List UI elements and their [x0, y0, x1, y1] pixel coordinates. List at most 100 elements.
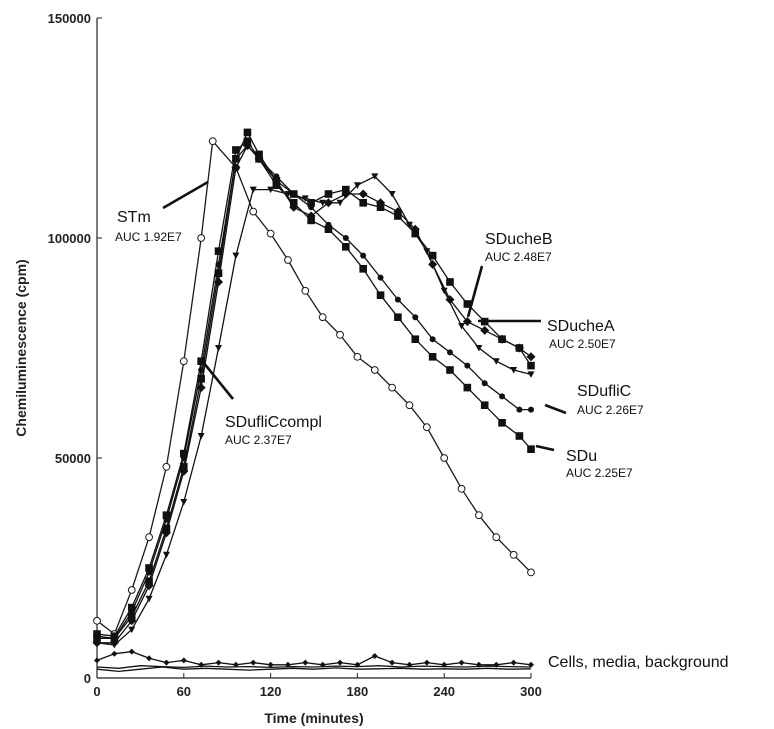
y-tick-label: 150000: [48, 11, 91, 26]
leader-line: [544, 403, 567, 415]
x-tick-label: 60: [177, 684, 191, 699]
data-point: [475, 345, 483, 352]
data-point: [353, 352, 362, 361]
data-point: [388, 191, 396, 198]
x-tick-label: 180: [347, 684, 369, 699]
data-point: [475, 511, 483, 520]
data-point: [179, 357, 188, 366]
data-point: [428, 353, 437, 361]
data-point: [180, 449, 188, 458]
data-point: [341, 189, 351, 199]
data-point: [376, 291, 385, 299]
series-line: [96, 175, 532, 646]
data-point: [214, 247, 223, 255]
data-point: [464, 362, 471, 369]
y-tick-label: 50000: [55, 451, 91, 466]
y-ticks: 0 50000 100000 150000: [48, 11, 102, 686]
annotation-sduchea: SDucheA AUC 2.50E7: [478, 318, 616, 351]
y-tick-label: 0: [84, 671, 91, 686]
data-point: [163, 659, 170, 666]
auc-label: AUC 2.25E7: [566, 466, 633, 480]
series-label: Cells, media, background: [548, 654, 729, 671]
leader-line: [466, 265, 484, 318]
data-point: [267, 186, 275, 194]
data-point: [110, 642, 118, 649]
x-axis-title: Time (minutes): [264, 710, 363, 726]
data-point: [127, 603, 136, 612]
data-point: [457, 484, 466, 493]
data-point: [197, 234, 206, 242]
data-point: [196, 383, 206, 393]
data-point: [389, 659, 396, 666]
x-tick-label: 120: [260, 684, 282, 699]
data-point: [318, 313, 327, 322]
data-point: [527, 568, 535, 577]
data-point: [214, 269, 223, 277]
data-point: [336, 330, 344, 339]
data-point: [526, 352, 536, 362]
data-point: [405, 221, 413, 229]
data-point: [180, 499, 188, 506]
data-point: [528, 406, 534, 413]
data-point: [215, 659, 222, 666]
series-line: [96, 666, 532, 673]
leader-line: [201, 361, 235, 400]
x-tick-label: 240: [433, 684, 455, 699]
data-point: [93, 630, 101, 638]
data-point: [301, 286, 310, 295]
data-point: [284, 256, 292, 264]
data-point: [267, 661, 274, 668]
data-point: [162, 462, 171, 471]
data-point: [94, 657, 100, 664]
data-point: [336, 199, 344, 207]
data-point: [250, 659, 257, 666]
series-sdu: [93, 137, 535, 640]
auc-label: AUC 2.50E7: [549, 337, 616, 351]
annotation-sduflicc: SDufliCcompl AUC 2.37E7: [201, 361, 322, 447]
data-point: [463, 383, 472, 392]
data-point: [377, 274, 384, 281]
data-point: [284, 191, 292, 198]
data-point: [462, 317, 472, 327]
data-point: [308, 204, 315, 211]
data-point: [440, 454, 449, 462]
x-ticks: 0 60 120 180 240 300: [93, 673, 542, 699]
data-point: [127, 586, 136, 594]
data-point: [353, 182, 361, 189]
data-point: [498, 419, 506, 427]
data-point: [480, 325, 490, 335]
leader-line: [162, 180, 209, 210]
data-point: [324, 190, 333, 198]
data-point: [197, 375, 205, 383]
data-point: [273, 173, 280, 180]
auc-label: AUC 2.26E7: [577, 403, 644, 417]
data-point: [342, 235, 349, 241]
x-tick-label: 0: [93, 684, 100, 699]
series-cells-media-background: [94, 648, 534, 668]
series-sdufliccompl: [93, 173, 535, 649]
data-point: [370, 366, 379, 374]
data-point: [440, 287, 448, 295]
annotation-layer: STm AUC 1.92E7 SDucheB AUC 2.48E7 SDucheA AUC…: [115, 180, 729, 671]
data-point: [111, 650, 118, 657]
series-line: [96, 650, 532, 666]
data-point: [492, 533, 501, 542]
data-point: [93, 639, 101, 647]
data-point: [410, 224, 420, 234]
data-point: [429, 336, 436, 343]
data-point: [446, 278, 454, 286]
data-point: [272, 181, 281, 189]
data-point: [358, 189, 368, 199]
data-point: [388, 383, 397, 392]
data-point: [145, 595, 153, 603]
data-point: [144, 581, 154, 591]
data-point: [232, 252, 240, 260]
data-point: [376, 198, 386, 208]
series-label: SDucheA: [547, 318, 615, 335]
data-point: [371, 653, 378, 659]
series-label: SDufliC: [577, 383, 631, 400]
data-point: [497, 334, 507, 344]
series-label: SDucheB: [485, 231, 553, 248]
data-point: [394, 296, 401, 303]
